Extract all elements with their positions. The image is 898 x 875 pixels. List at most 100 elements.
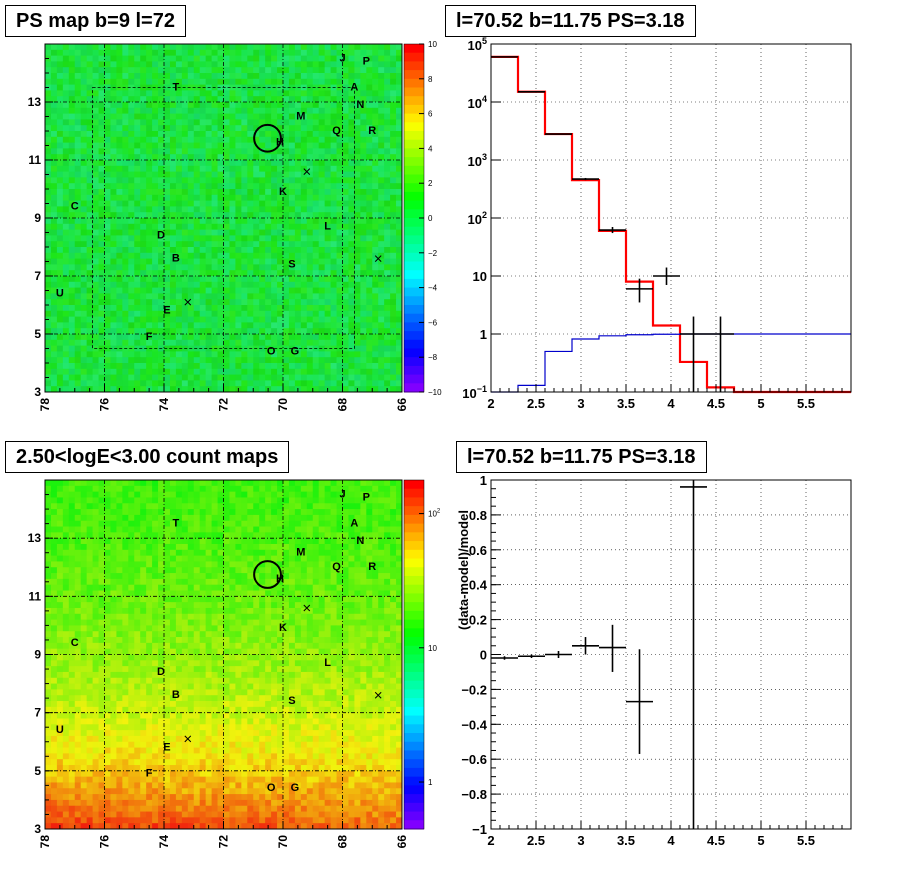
map-pixel bbox=[283, 339, 290, 346]
map-pixel bbox=[187, 276, 195, 283]
map-pixel bbox=[217, 183, 224, 190]
map-pixel bbox=[122, 357, 129, 364]
map-pixel bbox=[277, 73, 284, 80]
map-pixel bbox=[300, 229, 308, 236]
map-pixel bbox=[336, 258, 343, 265]
map-pixel bbox=[259, 252, 266, 259]
map-pixel bbox=[140, 194, 147, 201]
map-pixel bbox=[265, 316, 272, 323]
map-pixel bbox=[342, 316, 349, 323]
map-pixel bbox=[181, 241, 189, 248]
map-pixel bbox=[247, 44, 254, 51]
map-pixel bbox=[92, 538, 99, 545]
map-pixel bbox=[98, 102, 105, 109]
map-pixel bbox=[396, 339, 403, 346]
map-pixel bbox=[164, 270, 171, 277]
map-pixel bbox=[152, 480, 159, 487]
map-pixel bbox=[152, 61, 159, 68]
map-pixel bbox=[283, 480, 290, 487]
map-pixel bbox=[217, 386, 224, 393]
map-pixel bbox=[45, 67, 52, 74]
ps_map-pixels bbox=[45, 44, 403, 393]
map-pixel bbox=[74, 235, 82, 242]
map-pixel bbox=[342, 55, 349, 62]
map-pixel bbox=[56, 189, 64, 196]
map-pixel bbox=[140, 386, 147, 393]
map-pixel bbox=[199, 160, 207, 167]
map-pixel bbox=[50, 310, 58, 317]
map-pixel bbox=[336, 578, 343, 586]
map-pixel bbox=[92, 543, 99, 551]
map-pixel bbox=[56, 532, 64, 539]
map-pixel bbox=[312, 218, 320, 225]
map-pixel bbox=[45, 584, 52, 591]
map-pixel bbox=[366, 218, 373, 225]
map-pixel bbox=[271, 316, 278, 323]
map-pixel bbox=[336, 520, 343, 527]
map-pixel bbox=[247, 334, 254, 341]
map-pixel bbox=[74, 125, 82, 132]
map-pixel bbox=[366, 532, 373, 539]
map-pixel bbox=[271, 503, 278, 510]
map-pixel bbox=[235, 55, 242, 62]
map-pixel bbox=[390, 264, 397, 271]
map-pixel bbox=[283, 549, 290, 557]
map-pixel bbox=[283, 241, 290, 248]
map-pixel bbox=[211, 183, 218, 190]
map-pixel bbox=[378, 270, 385, 277]
map-pixel bbox=[283, 514, 290, 522]
map-pixel bbox=[348, 374, 355, 381]
map-pixel bbox=[164, 96, 171, 103]
map-pixel bbox=[68, 67, 76, 74]
map-pixel bbox=[330, 55, 337, 62]
map-pixel bbox=[277, 102, 284, 109]
map-pixel bbox=[360, 258, 367, 265]
map-pixel bbox=[223, 252, 230, 259]
map-pixel bbox=[300, 206, 308, 213]
map-pixel bbox=[92, 339, 99, 346]
map-pixel bbox=[104, 183, 111, 190]
map-pixel bbox=[384, 142, 391, 149]
map-pixel bbox=[169, 247, 177, 254]
map-pixel bbox=[265, 561, 272, 568]
map-pixel bbox=[348, 532, 355, 539]
map-pixel bbox=[211, 339, 218, 346]
map-pixel bbox=[181, 538, 189, 545]
map-pixel bbox=[205, 96, 212, 103]
map-pixel bbox=[134, 206, 141, 213]
map-pixel bbox=[384, 206, 391, 213]
map-pixel bbox=[146, 491, 153, 498]
map-pixel bbox=[253, 555, 260, 562]
map-pixel bbox=[217, 497, 224, 504]
x-tick-label: 4.5 bbox=[707, 396, 725, 411]
map-pixel bbox=[342, 310, 349, 317]
map-pixel bbox=[152, 363, 159, 370]
map-pixel bbox=[199, 509, 207, 516]
y-tick-label: 10 bbox=[473, 269, 487, 284]
map-pixel bbox=[306, 503, 314, 510]
map-pixel bbox=[366, 67, 373, 74]
map-pixel bbox=[253, 299, 260, 306]
map-pixel bbox=[253, 119, 260, 126]
map-pixel bbox=[283, 520, 290, 527]
map-pixel bbox=[348, 567, 355, 574]
map-pixel bbox=[181, 229, 189, 236]
map-pixel bbox=[199, 480, 207, 487]
map-pixel bbox=[80, 131, 88, 138]
map-pixel bbox=[241, 310, 248, 317]
map-pixel bbox=[122, 73, 129, 80]
map-pixel bbox=[45, 299, 52, 306]
map-pixel bbox=[378, 171, 385, 178]
map-pixel bbox=[306, 339, 314, 346]
map-pixel bbox=[324, 573, 331, 580]
map-pixel bbox=[74, 160, 82, 167]
map-pixel bbox=[181, 113, 189, 120]
map-pixel bbox=[56, 514, 64, 522]
map-pixel bbox=[253, 339, 260, 346]
map-pixel bbox=[74, 223, 82, 230]
map-pixel bbox=[384, 276, 391, 283]
colorbar-band bbox=[404, 148, 424, 158]
map-pixel bbox=[217, 131, 224, 138]
map-pixel bbox=[241, 142, 248, 149]
map-pixel bbox=[158, 573, 165, 580]
